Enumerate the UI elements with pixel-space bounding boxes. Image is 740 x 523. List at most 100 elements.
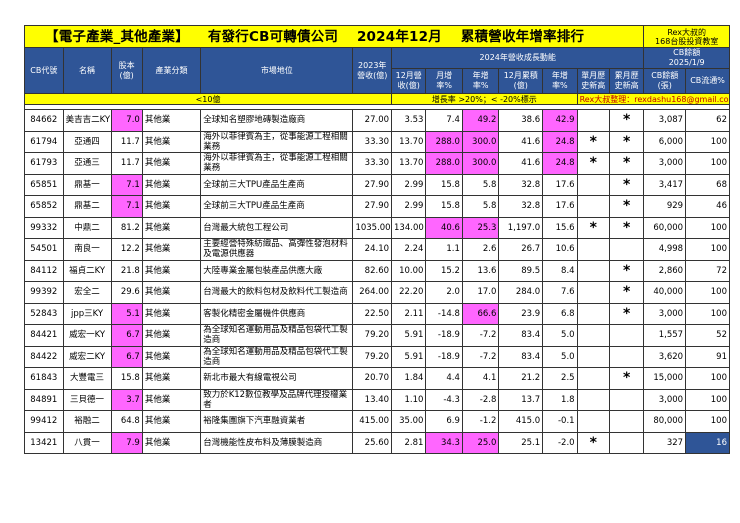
cell-single-high (576, 238, 610, 261)
cell-cb-flow: 68 (685, 173, 730, 196)
cell-cum-high (608, 431, 645, 454)
cell-mom: 6.9 (425, 410, 463, 433)
cell-code: 99392 (24, 281, 64, 304)
cell-dec-cum: 26.7 (498, 238, 544, 261)
table-row: 13421 八貫一 7.9 其他業 台灣機能性皮布料及薄膜製造商 25.60 2.81 34.… (24, 431, 730, 454)
cell-industry: 其他業 (141, 324, 202, 347)
cell-code: 99412 (24, 410, 64, 433)
cell-capital: 11.7 (110, 152, 143, 175)
cell-code: 13421 (24, 431, 64, 454)
cell-cb-amount: 15,000 (643, 367, 687, 390)
cell-cum-yoy: 15.6 (542, 216, 578, 239)
cell-single-high (576, 109, 610, 132)
cell-code: 84422 (24, 345, 64, 368)
cell-yoy: 4.1 (461, 367, 500, 390)
cell-cum-yoy: 1.8 (542, 388, 578, 411)
cell-cb-amount: 3,417 (643, 173, 687, 196)
cell-name: jpp三KY (62, 302, 112, 325)
cell-name: 亞通三 (62, 152, 112, 175)
cell-code: 52843 (24, 302, 64, 325)
cell-yoy: 300.0 (461, 130, 500, 153)
header-growth-group: 2024年營收成長動能 (391, 47, 645, 69)
cell-single-high (576, 173, 610, 196)
legend-rex-note: Rex大叔整理：rexdashu168@gmail.com (576, 93, 731, 105)
cell-mom: 7.4 (425, 109, 463, 132)
header-single-high: 單月歷史新高 (576, 68, 610, 94)
cell-dec-rev: 1.84 (391, 367, 427, 390)
cell-cb-amount: 3,620 (643, 345, 687, 368)
cell-yoy: -7.2 (461, 345, 500, 368)
cell-cum-high (608, 410, 645, 433)
cell-name: 福貞二KY (62, 259, 112, 282)
cell-cum-high: * (608, 216, 645, 239)
cell-market: 海外以菲律賓為主，從事能源工程相關業務 (200, 152, 354, 175)
cell-code: 99332 (24, 216, 64, 239)
cell-cum-high (608, 238, 645, 261)
header-cb-remain: CB餘額 2025/1/9 (643, 47, 730, 69)
cell-dec-cum: 41.6 (498, 130, 544, 153)
cell-industry: 其他業 (141, 216, 202, 239)
cell-cb-amount: 3,000 (643, 302, 687, 325)
cell-cum-yoy: 17.6 (542, 173, 578, 196)
cell-cum-yoy: 6.8 (542, 302, 578, 325)
cell-code: 65851 (24, 173, 64, 196)
cell-capital: 81.2 (110, 216, 143, 239)
cell-rev2023: 27.90 (352, 195, 393, 218)
cell-industry: 其他業 (141, 109, 202, 132)
header-market: 市場地位 (200, 47, 354, 94)
cell-cb-flow: 62 (685, 109, 730, 132)
cell-mom: 15.8 (425, 173, 463, 196)
cell-dec-cum: 38.6 (498, 109, 544, 132)
cell-capital: 6.7 (110, 324, 143, 347)
cell-industry: 其他業 (141, 130, 202, 153)
cell-name: 南良一 (62, 238, 112, 261)
cell-cb-amount: 80,000 (643, 410, 687, 433)
cell-dec-rev: 2.99 (391, 195, 427, 218)
cell-single-high: * (576, 216, 610, 239)
cell-cb-amount: 40,000 (643, 281, 687, 304)
cell-cum-high: * (608, 173, 645, 196)
header-capital: 股本(億) (110, 47, 143, 94)
cell-capital: 7.9 (110, 431, 143, 454)
cell-cb-flow: 100 (685, 130, 730, 153)
cell-mom: 15.8 (425, 195, 463, 218)
cell-rev2023: 25.60 (352, 431, 393, 454)
cell-name: 中鼎二 (62, 216, 112, 239)
cell-market: 台灣最大的飲料包材及飲料代工製造商 (200, 281, 354, 304)
header-cum-high: 累月歷史新高 (608, 68, 645, 94)
cell-single-high (576, 410, 610, 433)
cell-yoy: 49.2 (461, 109, 500, 132)
table-row: 99412 裕融二 64.8 其他業 裕隆集團旗下汽車融資業者 415.00 35.00 6.… (24, 410, 730, 433)
cell-yoy: -7.2 (461, 324, 500, 347)
cell-dec-cum: 32.8 (498, 173, 544, 196)
cell-cum-yoy: -2.0 (542, 431, 578, 454)
cell-name: 威宏二KY (62, 345, 112, 368)
cell-cb-flow: 100 (685, 302, 730, 325)
cell-yoy: 17.0 (461, 281, 500, 304)
cell-name: 大豐電三 (62, 367, 112, 390)
cell-single-high: * (576, 130, 610, 153)
table-row: 84422 威宏二KY 6.7 其他業 為全球知名運動用品及精品包袋代工製造商 79.20… (24, 345, 730, 368)
cell-industry: 其他業 (141, 281, 202, 304)
cell-dec-rev: 13.70 (391, 130, 427, 153)
cell-yoy: -2.8 (461, 388, 500, 411)
cell-single-high (576, 345, 610, 368)
cell-dec-rev: 22.20 (391, 281, 427, 304)
cell-capital: 64.8 (110, 410, 143, 433)
cell-dec-rev: 5.91 (391, 324, 427, 347)
cell-dec-cum: 83.4 (498, 324, 544, 347)
cell-mom: 40.6 (425, 216, 463, 239)
cell-code: 61794 (24, 130, 64, 153)
cell-market: 全球前三大TPU產品生產商 (200, 195, 354, 218)
cell-name: 八貫一 (62, 431, 112, 454)
cell-cb-flow: 91 (685, 345, 730, 368)
cell-dec-cum: 21.2 (498, 367, 544, 390)
cell-cb-flow: 100 (685, 238, 730, 261)
cell-cb-amount: 6,000 (643, 130, 687, 153)
title-subject: 有發行CB可轉債公司 (207, 28, 339, 45)
table-row: 52843 jpp三KY 5.1 其他業 客製化精密金屬機件供應商 22.50 2.11 -1… (24, 302, 730, 325)
cell-rev2023: 20.70 (352, 367, 393, 390)
cell-market: 全球前三大TPU產品生產商 (200, 173, 354, 196)
cell-code: 84112 (24, 259, 64, 282)
cell-cb-flow: 100 (685, 410, 730, 433)
